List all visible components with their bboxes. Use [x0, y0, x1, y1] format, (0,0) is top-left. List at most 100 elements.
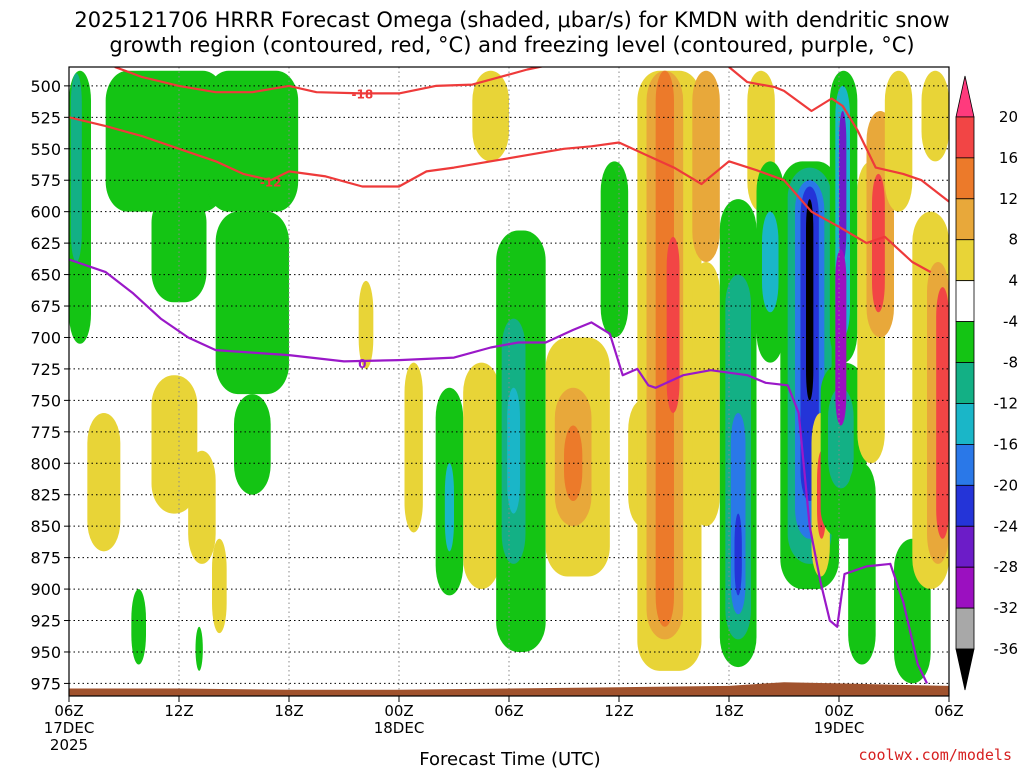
y-axis: 500 525 550 575 600 625 650 675 700 725 750 775 800 8…: [30, 77, 69, 693]
omega-cell-25: [600, 161, 629, 338]
ytick-label-875: 875: [30, 549, 61, 568]
omega-cell-56: [872, 173, 885, 313]
xtick-date-0: 17DEC: [44, 719, 95, 737]
ytick-label-850: 850: [30, 517, 61, 536]
colorbar-swatch-6: [955, 321, 975, 363]
contour-layer: -18 -12 0: [69, 67, 949, 684]
omega-cell-62: [936, 287, 949, 539]
omega-cell-59: [921, 70, 949, 162]
ytick-label-550: 550: [30, 140, 61, 159]
surface-terrain: [69, 682, 949, 696]
colorbar-bottom-arrow: [955, 648, 975, 691]
ytick-label-950: 950: [30, 643, 61, 662]
xtick-label-6: 18Z: [714, 702, 743, 720]
ytick-label-700: 700: [30, 328, 61, 347]
ytick-label-650: 650: [30, 266, 61, 285]
colorbar-swatch-10: [955, 484, 975, 527]
colorbar-swatch-13: [955, 607, 975, 650]
ytick-label-725: 725: [30, 360, 61, 379]
colorbar-swatch-2: [955, 157, 975, 200]
colorbar-label-0: 20: [999, 108, 1018, 126]
colorbar-top-arrow: [955, 75, 975, 118]
omega-cell-49: [839, 111, 847, 262]
omega-cell-7: [87, 412, 121, 552]
colorbar-label-11: -28: [994, 558, 1019, 576]
omega-cell-30: [666, 236, 680, 413]
colorbar-label-7: -12: [994, 394, 1019, 412]
xtick-label-1: 12Z: [164, 702, 193, 720]
omega-cell-29: [655, 70, 674, 627]
omega-cell-4: [206, 70, 299, 212]
ytick-label-675: 675: [30, 297, 61, 316]
colorbar-swatch-5: [955, 280, 975, 322]
omega-cell-53: [848, 463, 876, 665]
colorbar: 20 16 12 8 4 -4 -8 -12 -16 -20 -24 -28 -32 -36: [955, 75, 1019, 691]
colorbar-label-9: -20: [994, 476, 1019, 494]
chart-title-line2: growth region (contoured, red, °C) and f…: [109, 33, 914, 57]
omega-cell-2: [105, 70, 225, 212]
colorbar-swatch-7: [955, 362, 975, 404]
xtick-label-5: 12Z: [604, 702, 633, 720]
omega-cell-11: [131, 589, 146, 665]
omega-cell-31: [692, 70, 720, 262]
ytick-label-600: 600: [30, 203, 61, 222]
omega-cell-16: [463, 362, 500, 590]
xtick-label-4: 06Z: [494, 702, 523, 720]
xtick-label-7: 00Z: [824, 702, 853, 720]
omega-cell-14: [404, 362, 423, 533]
omega-cell-6: [234, 394, 271, 495]
contour-1: [728, 67, 949, 203]
xtick-date-3: 18DEC: [374, 719, 425, 737]
xtick-year-0: 2025: [50, 736, 88, 754]
ytick-label-775: 775: [30, 423, 61, 442]
omega-cell-57: [884, 70, 913, 212]
omega-cell-39: [762, 211, 779, 313]
surface-terrain-layer: [69, 682, 949, 696]
xtick-date-7: 19DEC: [814, 719, 865, 737]
omega-cell-1: [70, 73, 82, 262]
contour-3: [69, 258, 928, 684]
xtick-label-2: 18Z: [274, 702, 303, 720]
x-axis-label: Forecast Time (UTC): [419, 749, 600, 768]
omega-cell-8: [151, 375, 198, 514]
omega-cell-32: [692, 261, 720, 527]
ytick-label-925: 925: [30, 612, 61, 631]
colorbar-swatch-9: [955, 443, 975, 486]
credit-link[interactable]: coolwx.com/models: [858, 746, 1012, 764]
ytick-label-525: 525: [30, 108, 61, 127]
ytick-label-500: 500: [30, 77, 61, 96]
omega-cell-36: [734, 513, 742, 596]
ytick-label-975: 975: [30, 674, 61, 693]
colorbar-label-13: -36: [994, 640, 1019, 658]
colorbar-label-2: 12: [999, 190, 1018, 208]
ytick-label-900: 900: [30, 580, 61, 599]
omega-cell-15: [472, 70, 509, 162]
colorbar-label-6: -8: [1003, 354, 1018, 372]
colorbar-swatch-8: [955, 403, 975, 445]
omega-cell-5: [215, 211, 289, 395]
contour-2: [69, 116, 932, 274]
colorbar-label-3: 8: [1008, 231, 1018, 249]
xtick-label-0: 06Z: [54, 702, 83, 720]
omega-cell-10: [212, 538, 227, 634]
omega-cell-44: [806, 199, 814, 401]
ytick-label-575: 575: [30, 171, 61, 190]
contour-label-0: -18: [351, 88, 373, 102]
omega-cell-18: [444, 463, 454, 552]
colorbar-label-8: -16: [994, 435, 1019, 453]
contour-label-2: -12: [260, 176, 282, 190]
omega-cell-13: [358, 280, 374, 369]
colorbar-swatch-12: [955, 566, 975, 609]
contour-0: [114, 67, 545, 95]
omega-cell-9: [188, 450, 216, 564]
ytick-label-625: 625: [30, 234, 61, 253]
xtick-label-8: 06Z: [934, 702, 963, 720]
ytick-label-800: 800: [30, 454, 61, 473]
colorbar-label-10: -24: [994, 517, 1019, 535]
colorbar-swatch-4: [955, 239, 975, 282]
colorbar-swatch-1: [955, 116, 975, 159]
omega-cell-52: [835, 249, 847, 426]
colorbar-swatch-11: [955, 525, 975, 568]
ytick-label-750: 750: [30, 391, 61, 410]
